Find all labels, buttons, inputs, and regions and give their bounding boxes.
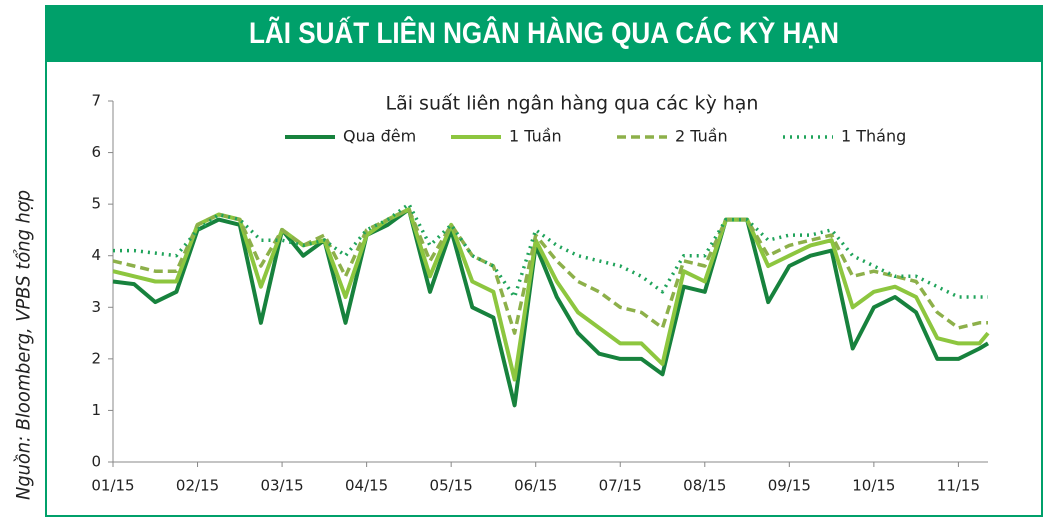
chart-title: Lãi suất liên ngân hàng qua các kỳ hạn <box>386 93 759 115</box>
legend-label: 1 Tuần <box>509 127 562 146</box>
series-line <box>112 207 990 408</box>
y-tick-label: 1 <box>91 401 101 419</box>
y-tick-label: 0 <box>91 453 101 471</box>
legend-label: 1 Tháng <box>841 127 906 146</box>
y-tick-label: 4 <box>91 246 101 264</box>
x-tick-label: 09/15 <box>768 477 811 495</box>
x-tick-label: 06/15 <box>514 477 557 495</box>
banner-title: LÃI SUẤT LIÊN NGÂN HÀNG QUA CÁC KỲ HẠN <box>249 16 839 50</box>
y-tick-label: 3 <box>91 298 101 316</box>
x-tick-label: 08/15 <box>683 477 726 495</box>
x-tick-label: 01/15 <box>91 477 134 495</box>
y-tick-label: 6 <box>91 143 101 161</box>
x-tick-label: 11/15 <box>937 477 980 495</box>
legend-label: Qua đêm <box>343 127 416 146</box>
x-tick-label: 10/15 <box>852 477 895 495</box>
legend-label: 2 Tuần <box>675 127 728 146</box>
x-tick-label: 02/15 <box>176 477 219 495</box>
x-tick-label: 03/15 <box>260 477 303 495</box>
series-line <box>112 207 988 335</box>
y-tick-label: 5 <box>91 195 101 213</box>
banner <box>46 6 1042 62</box>
x-tick-label: 07/15 <box>599 477 642 495</box>
x-tick-label: 05/15 <box>430 477 473 495</box>
source: Nguồn: Bloomberg, VPBS tổng hợp <box>13 190 35 500</box>
y-tick-label: 7 <box>91 92 101 110</box>
x-tick-label: 04/15 <box>345 477 388 495</box>
y-tick-label: 2 <box>91 349 101 367</box>
series-line <box>112 207 990 382</box>
